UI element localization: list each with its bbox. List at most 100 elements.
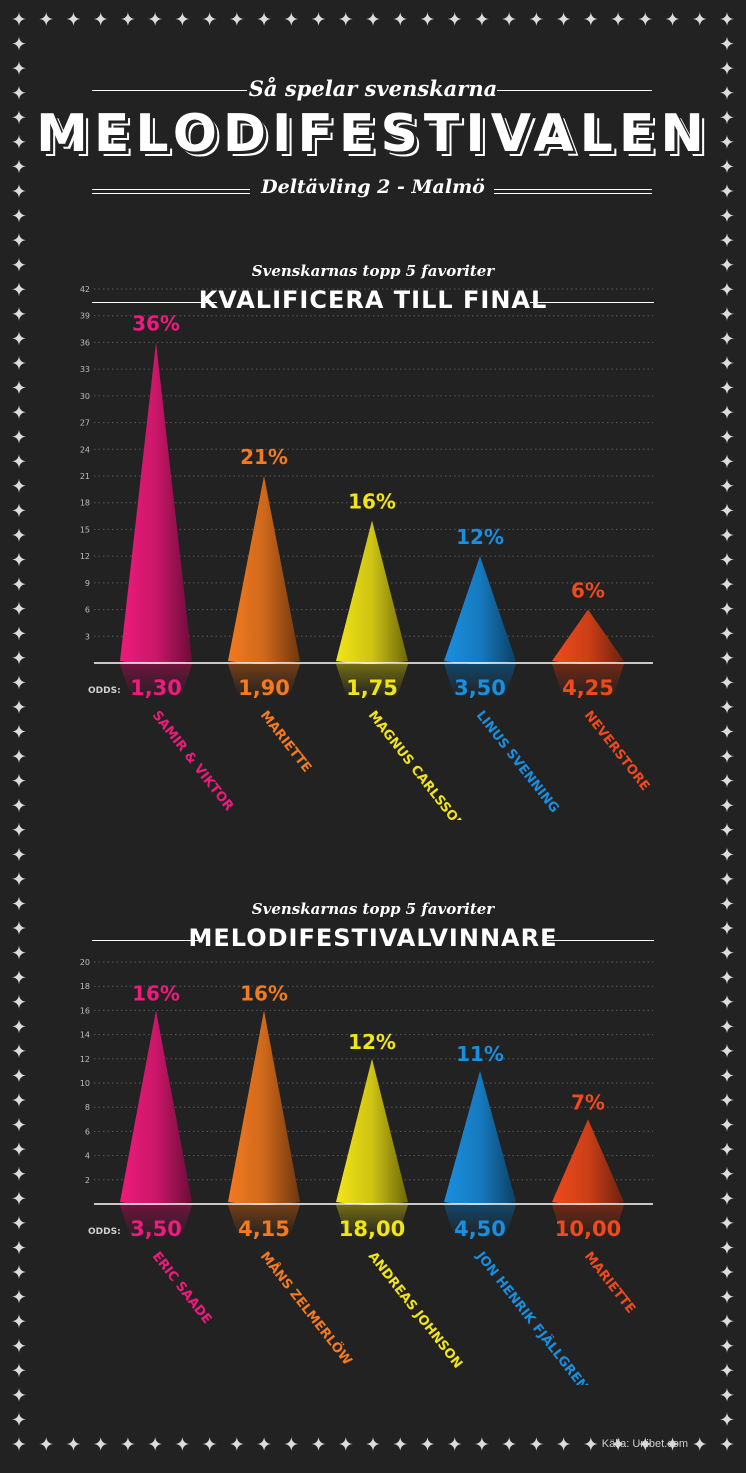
star-icon [120,12,135,26]
star-icon [720,970,734,985]
bar-reflection [228,664,300,697]
bar [120,1010,192,1205]
section-1-kicker: Svenskarnas topp 5 favoriter [251,262,495,280]
data-label: 16% [132,981,180,1005]
y-tick-label: 42 [80,285,90,294]
header-rule-right-bottom [494,189,652,194]
star-icon [12,1240,26,1255]
star-icon [12,1289,26,1304]
odds-label: ODDS: [88,686,121,696]
star-icon [720,822,734,837]
bar-reflection [444,1205,516,1238]
bar [120,342,192,664]
star-icon [366,12,380,26]
y-tick-label: 12 [80,1055,90,1064]
star-icon [720,847,734,862]
star-icon [148,12,163,26]
star-icon [720,1093,734,1108]
bar-reflection [444,664,516,697]
y-tick-label: 3 [85,632,90,641]
data-label: 21% [240,445,288,469]
star-icon [720,61,734,76]
star-icon [284,12,299,26]
header-rule-right-top [497,90,652,91]
y-tick-label: 27 [80,419,90,428]
star-icon [720,1289,734,1304]
bar-reflection [336,1205,408,1238]
category-label: MARIETTE [581,1249,638,1316]
star-icon [393,1437,408,1451]
y-tick-label: 12 [80,552,90,561]
star-icon [39,12,54,26]
star-icon [556,1437,571,1451]
star-icon [556,12,571,26]
star-icon [12,699,26,714]
header-title: MELODIFESTIVALEN [36,104,710,164]
chart-winner: 2 4 6 8 10 12 14 16 18 20 16% 3,50 ERIC SAADE 16% 4,15… [80,958,653,1385]
star-icon [12,61,26,76]
bar [228,1010,300,1205]
y-tick-label: 6 [85,1127,90,1136]
star-icon [720,331,734,346]
star-icon [12,1437,26,1451]
star-icon [720,454,734,469]
star-icon [120,1437,135,1451]
star-icon [720,1387,734,1402]
star-icon [12,1215,26,1230]
star-icon [611,12,626,26]
odds-value: 1,90 [238,676,290,700]
data-label: 12% [348,1030,396,1054]
star-icon [12,650,26,665]
star-icon [12,601,26,616]
star-icon [502,1437,517,1451]
star-icon [12,1166,26,1181]
header-rule-left-top [92,90,247,91]
star-icon [692,1437,707,1451]
y-tick-label: 30 [80,392,90,401]
star-icon [12,970,26,985]
star-icon [93,12,108,26]
y-tick-label: 10 [80,1079,90,1088]
star-icon [720,1437,734,1451]
star-icon [720,1166,734,1181]
star-icon [720,577,734,592]
data-label: 11% [456,1042,504,1066]
star-icon [638,12,653,26]
star-icon [12,724,26,739]
star-icon [12,110,26,125]
star-icon [66,1437,81,1451]
star-icon [202,12,217,26]
star-icon [12,552,26,567]
star-icon [12,1338,26,1353]
star-icon [720,134,734,149]
star-icon [720,380,734,395]
star-icon [720,159,734,174]
data-label: 12% [456,525,504,549]
star-icon [311,1437,326,1451]
category-label: NEVERSTORE [581,708,652,794]
star-icon [720,429,734,444]
star-icon [720,1314,734,1329]
star-icon [720,1068,734,1083]
category-label: ANDREAS JOHNSON [365,1249,465,1371]
y-tick-label: 14 [80,1031,90,1040]
star-icon [12,380,26,395]
star-icon [665,1437,680,1451]
star-icon [529,12,544,26]
y-tick-label: 36 [80,338,90,347]
odds-value: 3,50 [454,676,506,700]
source-note: Källa: Unibet.com [601,1438,688,1450]
section-2-rule-left [92,940,202,941]
bar [228,476,300,664]
bar [336,520,408,664]
star-icon [393,12,408,26]
section-1-title: KVALIFICERA TILL FINAL [198,286,548,314]
star-icon [720,1338,734,1353]
odds-value: 3,50 [130,1217,182,1241]
star-icon [720,699,734,714]
star-icon [420,12,435,26]
bar-reflection [228,1205,300,1238]
star-icon [12,626,26,641]
star-icon [720,724,734,739]
